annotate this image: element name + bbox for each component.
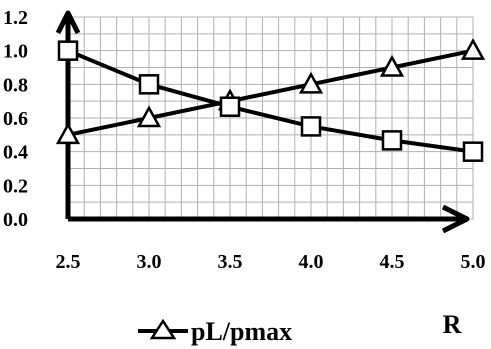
grid [67,16,474,220]
tick-labels: 0.0 0.2 0.4 0.6 0.8 1.0 1.2 2.5 3.0 3.5 4.0 4.5 5.0 [3,7,486,273]
square-marker [381,130,403,151]
square-marker [300,116,322,137]
y-tick-label: 1.0 [3,41,28,63]
square-marker [57,40,79,61]
series [55,38,486,162]
triangle-marker [55,122,81,145]
square-marker [462,141,484,162]
legend-triangle-marker [149,318,177,340]
y-tick-label: 0.6 [3,108,28,130]
series-line-square [67,48,474,154]
y-tick-label: 0.4 [3,142,28,164]
square-marker [219,96,241,117]
legend: pL/pmax [138,317,292,346]
x-tick-label: 4.5 [380,251,405,273]
x-tick-label: 3.5 [218,251,243,273]
y-tick-label: 0.0 [3,209,28,231]
triangle-marker [298,71,324,94]
series-line-triangle [67,48,474,137]
x-tick-label: 2.5 [56,251,81,273]
x-tick-label: 5.0 [461,251,486,273]
y-tick-label: 0.8 [3,74,28,96]
y-tick-label: 0.2 [3,175,28,197]
x-axis-arrow [441,204,470,234]
x-axis-label: R [443,310,462,339]
x-tick-label: 4.0 [299,251,324,273]
x-tick-label: 3.0 [137,251,162,273]
triangle-marker [379,54,405,77]
y-axis-arrow [55,10,81,35]
triangle-marker [136,105,162,128]
triangle-marker [460,38,486,60]
square-marker [138,74,160,95]
y-tick-label: 1.2 [3,7,28,29]
legend-label: pL/pmax [191,317,292,346]
